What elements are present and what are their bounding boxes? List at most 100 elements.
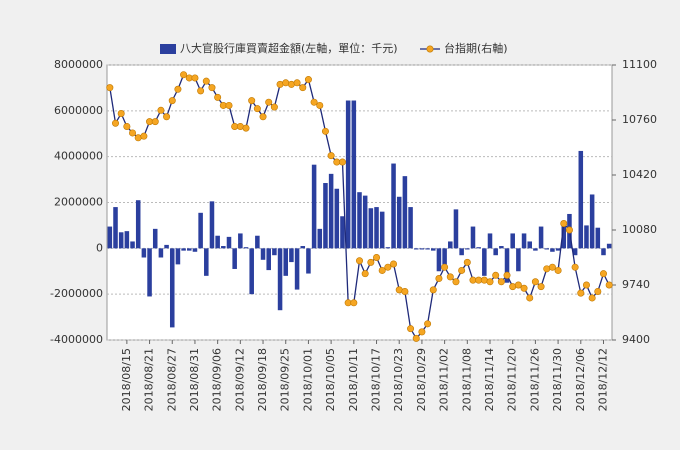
bar	[152, 228, 158, 249]
marker	[418, 328, 426, 336]
marker	[310, 98, 318, 106]
marker	[582, 281, 590, 289]
marker	[492, 271, 500, 279]
x-tick-label: 2018/09/25	[279, 348, 292, 411]
bar	[550, 248, 555, 252]
y-tick-label: -2000000	[50, 287, 103, 300]
bar	[391, 163, 396, 249]
bar	[538, 226, 544, 249]
bar	[425, 248, 430, 250]
bar	[260, 248, 266, 260]
marker	[202, 77, 210, 85]
y-tick-label: 2000000	[54, 196, 103, 209]
marker	[520, 284, 528, 292]
marker	[407, 325, 415, 333]
legend-marker	[426, 45, 434, 53]
bar	[499, 246, 504, 249]
marker	[117, 110, 125, 118]
marker	[503, 271, 511, 279]
marker	[361, 270, 369, 278]
bar	[516, 248, 521, 272]
bar	[510, 233, 515, 249]
marker	[577, 289, 585, 297]
x-tick-label: 2018/09/12	[233, 348, 246, 411]
bar	[482, 248, 487, 276]
y-tick-label: 6000000	[54, 104, 103, 117]
bar	[192, 248, 198, 252]
marker	[225, 101, 233, 109]
marker	[180, 71, 188, 79]
x-tick-label: 2018/12/12	[596, 348, 609, 411]
bar	[465, 248, 470, 250]
marker	[151, 118, 159, 126]
bar	[317, 228, 323, 249]
marker	[168, 97, 176, 105]
bar	[169, 248, 175, 328]
bar	[476, 247, 481, 249]
marker	[112, 119, 120, 127]
bar	[555, 248, 561, 251]
bar	[436, 248, 442, 272]
x-tick-label: 2018/10/23	[392, 348, 405, 411]
bar	[493, 248, 498, 256]
marker	[452, 278, 460, 286]
marker	[588, 294, 596, 302]
bar	[606, 243, 612, 249]
marker	[531, 278, 539, 286]
bar	[544, 248, 550, 250]
bar	[181, 248, 186, 251]
marker	[248, 97, 256, 105]
x-tick-label: 2018/10/17	[370, 348, 383, 411]
marker	[321, 127, 329, 135]
marker	[554, 266, 562, 274]
y2-tick-label: 11100	[622, 58, 657, 71]
bar	[147, 248, 152, 297]
marker	[197, 87, 205, 95]
marker	[140, 132, 148, 140]
bar	[419, 248, 425, 250]
marker	[214, 93, 222, 101]
bar	[221, 246, 226, 249]
y2-tick-label: 9740	[622, 278, 650, 291]
bar	[504, 248, 510, 283]
bar	[601, 248, 606, 256]
marker	[373, 254, 381, 262]
x-tick-label: 2018/11/26	[528, 348, 541, 411]
bar	[209, 201, 215, 249]
bar	[527, 241, 532, 249]
bar	[413, 248, 419, 250]
marker	[350, 299, 358, 307]
x-tick-label: 2018/12/06	[574, 348, 587, 411]
bar	[311, 164, 317, 249]
marker	[163, 113, 171, 121]
y-tick-label: 0	[96, 241, 103, 254]
bar	[334, 188, 340, 249]
marker	[270, 103, 278, 111]
marker	[412, 334, 420, 342]
x-tick-label: 2018/10/05	[324, 348, 337, 411]
marker	[242, 124, 250, 132]
bar	[113, 207, 118, 249]
marker	[157, 106, 165, 114]
marker	[304, 76, 312, 84]
bar	[345, 100, 351, 249]
bar	[448, 241, 453, 249]
bar	[118, 232, 124, 249]
marker	[526, 294, 534, 302]
bar	[243, 247, 249, 249]
bar	[340, 216, 345, 249]
marker	[599, 270, 607, 278]
bar	[533, 248, 538, 251]
bar	[204, 248, 209, 276]
marker	[191, 74, 199, 82]
x-tick-label: 2018/11/02	[438, 348, 451, 411]
marker	[605, 281, 613, 289]
x-tick-label: 2018/10/11	[347, 348, 360, 411]
x-tick-label: 2018/10/01	[301, 348, 314, 411]
bar	[124, 231, 130, 249]
y-tick-label: -4000000	[50, 333, 103, 346]
bar	[357, 192, 362, 249]
marker	[299, 84, 307, 92]
marker	[514, 281, 522, 289]
